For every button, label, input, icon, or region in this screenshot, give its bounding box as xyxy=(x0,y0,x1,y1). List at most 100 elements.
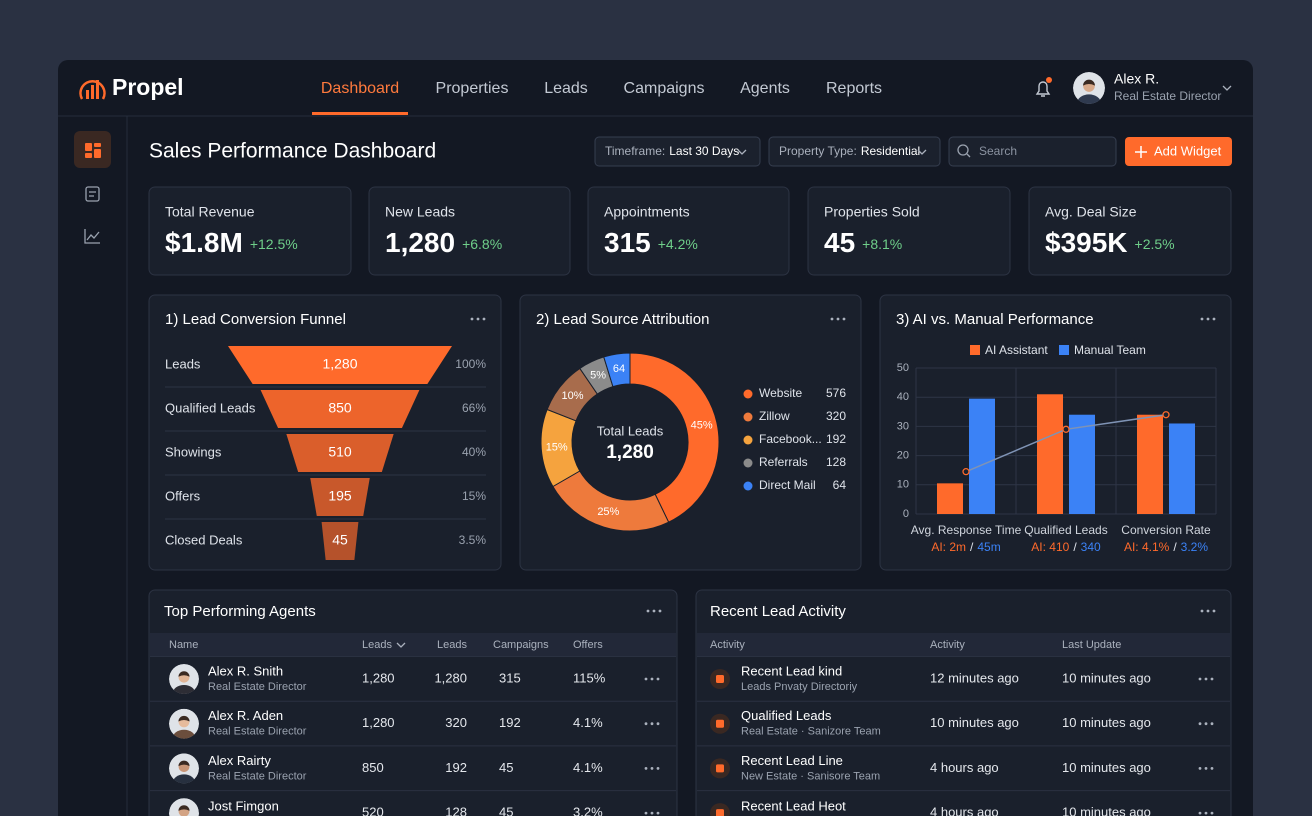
kpi-value: $1.8M xyxy=(165,227,243,258)
x-tick-label: Conversion Rate xyxy=(1121,523,1211,537)
donut-slice-label: 25% xyxy=(597,506,619,518)
nav-item[interactable]: Dashboard xyxy=(321,80,399,97)
agent-name: Jost Fimgon xyxy=(208,799,279,814)
legend-label: Direct Mail xyxy=(759,478,816,492)
funnel-stage-rate: 100% xyxy=(455,357,486,371)
table-cell: 850 xyxy=(362,760,384,775)
sidebar-icon-doc[interactable] xyxy=(85,186,100,202)
kpi-label: Avg. Deal Size xyxy=(1045,204,1137,220)
trend-marker xyxy=(962,468,970,476)
funnel-stage xyxy=(286,434,394,472)
filter-dropdown[interactable] xyxy=(768,136,941,167)
legend-label: Website xyxy=(759,386,802,400)
legend-label: Zillow xyxy=(759,409,790,423)
nav-item[interactable]: Campaigns xyxy=(624,80,705,97)
nav-item[interactable]: Agents xyxy=(740,80,790,97)
activity-icon xyxy=(716,719,724,728)
agent-role: Real Estate Director xyxy=(208,770,307,782)
table-cell: 12 minutes ago xyxy=(930,670,1019,685)
menu-dot xyxy=(842,317,846,321)
menu-dot xyxy=(1204,767,1208,770)
agent-name: Alex R. Snith xyxy=(208,663,283,678)
card xyxy=(148,186,352,276)
menu-dot xyxy=(1204,677,1208,681)
menu-dot xyxy=(650,811,654,815)
funnel-stage xyxy=(321,522,359,560)
sidebar-icon-part xyxy=(94,149,101,158)
column-header: Last Update xyxy=(1062,639,1121,651)
sidebar-icon-chart[interactable] xyxy=(84,229,100,244)
kpi-label: Properties Sold xyxy=(824,204,920,220)
avatar-body xyxy=(172,774,196,784)
menu-dot xyxy=(644,722,648,726)
table-cell: 128 xyxy=(445,805,467,816)
funnel-stage-name: Leads xyxy=(165,356,201,371)
x-sublabel-part: AI: 2m xyxy=(931,540,966,554)
x-tick-label: Qualified Leads xyxy=(1024,523,1107,537)
chevron xyxy=(1222,85,1232,91)
menu-dot xyxy=(1210,722,1214,726)
column-header: Leads xyxy=(437,639,467,651)
y-tick-label: 50 xyxy=(897,362,909,374)
x-sublabel-part: 45m xyxy=(977,540,1000,554)
sidebar-icon-part xyxy=(94,143,101,147)
menu-dot xyxy=(644,677,648,681)
y-tick-label: 20 xyxy=(897,450,909,462)
search-box[interactable] xyxy=(948,136,1117,167)
activity-subtitle: Leads Pnvaty Directoriy xyxy=(741,681,858,693)
donut-slice-label: 64 xyxy=(613,363,625,375)
card xyxy=(368,186,571,276)
nav-item[interactable]: Leads xyxy=(544,80,588,97)
nav-item[interactable]: Properties xyxy=(436,80,509,97)
table-cell: 1,280 xyxy=(434,670,467,685)
user-name: Alex R. xyxy=(1114,71,1159,87)
panel-title: 2) Lead Source Attribution xyxy=(536,311,709,328)
filter-value: Last 30 Days xyxy=(669,144,739,158)
legend-label: Manual Team xyxy=(1074,343,1146,357)
kpi-label: Total Revenue xyxy=(165,204,255,220)
table-cell: 3.2% xyxy=(573,805,603,816)
table-cell: 10 minutes ago xyxy=(1062,760,1151,775)
funnel-stage-value: 45 xyxy=(332,532,348,548)
filter-dropdown[interactable] xyxy=(594,136,761,167)
menu-dot xyxy=(836,317,840,321)
avatar-body xyxy=(172,729,196,739)
nav-item[interactable]: Reports xyxy=(826,80,882,97)
legend-dot xyxy=(743,481,753,491)
search-placeholder: Search xyxy=(979,144,1017,158)
sidebar-active[interactable] xyxy=(74,131,111,168)
bell-icon[interactable] xyxy=(1035,81,1051,97)
trend-marker xyxy=(1162,411,1170,419)
funnel-stage-value: 1,280 xyxy=(322,356,357,372)
funnel-stage-rate: 3.5% xyxy=(459,533,487,547)
add-widget-label: Add Widget xyxy=(1154,143,1222,158)
kpi-value-line: 1,280 +6.8% xyxy=(385,227,502,258)
menu-dot xyxy=(656,722,660,726)
column-header: Activity xyxy=(930,639,965,651)
panel-title: 1) Lead Conversion Funnel xyxy=(165,311,346,328)
legend-value: 192 xyxy=(826,432,846,446)
kpi-label: New Leads xyxy=(385,204,455,220)
avatar-body xyxy=(1077,94,1101,104)
y-tick-label: 0 xyxy=(903,508,909,520)
table-cell: 1,280 xyxy=(362,715,395,730)
card xyxy=(587,186,790,276)
kpi-label: Appointments xyxy=(604,204,690,220)
legend-value: 64 xyxy=(833,478,847,492)
avatar xyxy=(169,798,199,816)
legend-dot xyxy=(743,412,753,422)
add-widget-button[interactable] xyxy=(1125,137,1232,166)
activity-subtitle: New Estate · Sanisore Team xyxy=(741,770,880,782)
donut-slice-label: 15% xyxy=(546,441,568,453)
kpi-value: 45 xyxy=(824,227,855,258)
x-sublabel-part: / xyxy=(970,540,974,554)
panel-title: 3) AI vs. Manual Performance xyxy=(896,311,1094,328)
bar xyxy=(1037,394,1063,514)
table-cell: 1,280 xyxy=(362,670,395,685)
plus-icon xyxy=(1135,146,1147,158)
menu-dot xyxy=(656,811,660,815)
logo-arc xyxy=(79,79,106,100)
column-header[interactable]: Leads xyxy=(362,639,392,651)
legend-value: 320 xyxy=(826,409,846,423)
